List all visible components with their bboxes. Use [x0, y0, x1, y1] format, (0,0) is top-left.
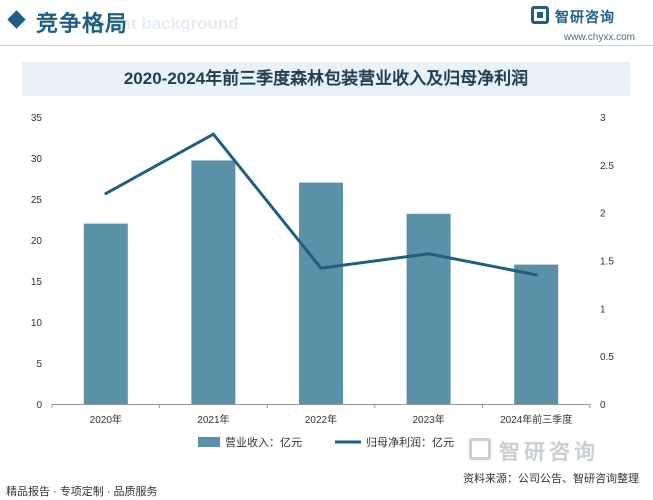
line-point: [427, 252, 431, 256]
source-note: 资料来源：公司公告、智研咨询整理: [463, 473, 639, 485]
chart-title-band: 2020-2024年前三季度森林包装营业收入及归母净利润: [22, 62, 630, 96]
brand-logo: 智研咨询: [531, 6, 641, 26]
header-divider: [0, 45, 653, 46]
y-left-tick-label: 25: [31, 195, 43, 206]
y-right-tick-label: 3: [600, 113, 606, 124]
brand-logo-icon: [531, 6, 549, 24]
bar: [83, 223, 128, 404]
legend-label-net-profit: 归母净利润：亿元: [366, 435, 454, 449]
bar: [191, 160, 236, 404]
x-tick-label: 2021年: [197, 413, 229, 426]
line-point: [211, 132, 215, 136]
footer-brand-name: 智研咨询: [499, 441, 599, 464]
x-tick-label: 2020年: [90, 413, 122, 426]
bar: [406, 213, 451, 404]
line-point: [534, 273, 538, 277]
legend-swatch-revenue: [198, 437, 220, 447]
section-ghost-text: ment background: [96, 14, 239, 33]
y-left-tick-label: 10: [31, 318, 43, 329]
line-point: [319, 266, 323, 270]
y-right-tick-label: 0.5: [600, 352, 614, 363]
y-right-tick-label: 1: [600, 304, 606, 315]
chart: 0 5 10 15 20 25 30 35 0 0.5 1 1.5 2 2.5 3 2020年 2021年 202…: [31, 113, 614, 449]
y-left-tick-label: 5: [36, 359, 42, 370]
x-tick-label: 2022年: [305, 413, 337, 426]
line-point: [104, 192, 108, 196]
y-right-tick-label: 2: [600, 209, 606, 220]
y-right-tick-label: 1.5: [600, 257, 614, 268]
chart-title: 2020-2024年前三季度森林包装营业收入及归母净利润: [123, 69, 529, 88]
legend-label-revenue: 营业收入：亿元: [225, 435, 302, 449]
footer-tagline: 精品报告 · 专项定制 · 品质服务: [6, 486, 158, 498]
bar: [514, 264, 559, 404]
x-tick-label: 2023年: [412, 413, 444, 426]
y-left-tick-label: 0: [36, 400, 42, 411]
y-left-tick-label: 35: [31, 113, 43, 124]
footer-logo: 智研咨询: [469, 436, 639, 464]
site-url: www.chyxx.com: [563, 32, 635, 43]
section-title: 竞争格局: [36, 11, 129, 36]
x-tick-label: 2024年前三季度: [500, 413, 572, 426]
y-left-tick-label: 20: [31, 236, 43, 247]
footer-logo-icon: [469, 438, 491, 460]
y-right-tick-label: 0: [600, 400, 606, 411]
bar: [299, 182, 343, 404]
y-right-tick-label: 2.5: [600, 161, 614, 172]
header: ment background 竞争格局 智研咨询 www.chyxx.com: [0, 0, 653, 46]
y-left-tick-label: 15: [31, 277, 43, 288]
brand-name: 智研咨询: [555, 9, 615, 25]
y-left-tick-label: 30: [31, 154, 43, 165]
diamond-icon: [7, 10, 26, 29]
